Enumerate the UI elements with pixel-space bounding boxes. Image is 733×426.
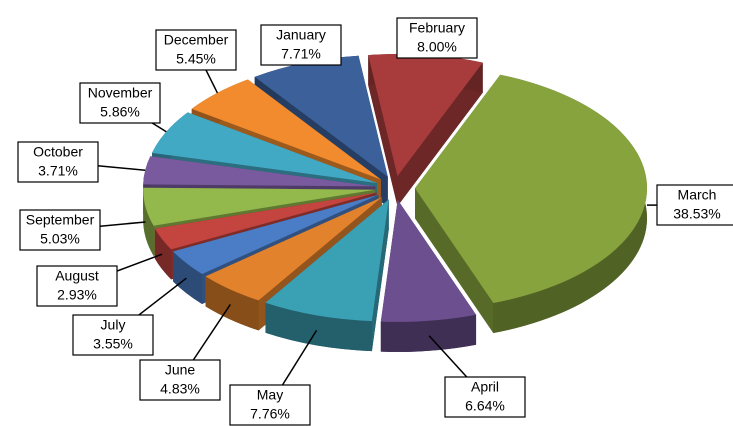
slice-value: 7.71%: [281, 46, 321, 62]
label-box: [396, 17, 478, 59]
slice-top: [191, 79, 381, 180]
slice-top: [368, 54, 483, 177]
slice-label: September: [26, 212, 95, 228]
slice-value: 8.00%: [417, 39, 457, 55]
slice-top: [414, 74, 647, 304]
slice-top: [205, 197, 382, 301]
label-box: [79, 82, 161, 124]
slice-top: [173, 194, 379, 274]
slice-label: November: [88, 85, 153, 101]
slice-edge: [414, 188, 494, 334]
slice-top: [380, 199, 477, 322]
slice-value: 3.55%: [93, 336, 133, 352]
slice-top: [143, 156, 376, 187]
label-box: [229, 384, 311, 426]
slice-value: 3.71%: [38, 163, 78, 179]
slice-value: 4.83%: [160, 381, 200, 397]
slice-label: April: [471, 379, 499, 395]
slice-wall: [143, 187, 154, 256]
pie-slice: [414, 74, 647, 334]
slice-label: February: [409, 20, 465, 36]
slice-edge: [371, 199, 389, 352]
slice-label: January: [276, 27, 326, 43]
pie-slice: [368, 54, 483, 207]
label-box: [19, 209, 101, 251]
label-box: [260, 24, 342, 66]
slice-label: June: [165, 362, 196, 378]
slice-wall: [154, 228, 172, 280]
slice-wall: [173, 251, 203, 304]
slice-value: 5.03%: [40, 231, 80, 247]
slice-top: [254, 55, 388, 177]
slice-label: March: [678, 187, 717, 203]
slice-edge: [368, 55, 398, 207]
slice-value: 5.45%: [176, 51, 216, 67]
label-box: [17, 141, 99, 183]
slice-label: August: [55, 268, 99, 284]
slice-label: May: [257, 387, 283, 403]
slice-value: 6.64%: [465, 398, 505, 414]
slice-value: 7.76%: [250, 406, 290, 422]
label-box: [444, 376, 526, 418]
slice-top: [152, 112, 377, 183]
slice-value: 2.93%: [57, 287, 97, 303]
slice-label: July: [101, 317, 126, 333]
slice-value: 5.86%: [100, 104, 140, 120]
slice-edge: [397, 62, 483, 207]
slice-value: 38.53%: [673, 206, 720, 222]
label-box: [155, 29, 237, 71]
label-box: [139, 359, 221, 401]
slice-top: [154, 192, 377, 250]
slice-wall: [205, 276, 259, 331]
slice-top: [265, 199, 389, 322]
label-box: [656, 184, 733, 226]
slice-top: [143, 187, 376, 226]
pie-slice: [265, 199, 389, 352]
slice-label: December: [164, 32, 229, 48]
slice-wall: [380, 314, 477, 352]
pie-slice: [380, 199, 477, 352]
slice-wall: [265, 302, 372, 352]
label-box: [36, 265, 118, 307]
slice-label: October: [33, 144, 83, 160]
label-box: [72, 314, 154, 356]
